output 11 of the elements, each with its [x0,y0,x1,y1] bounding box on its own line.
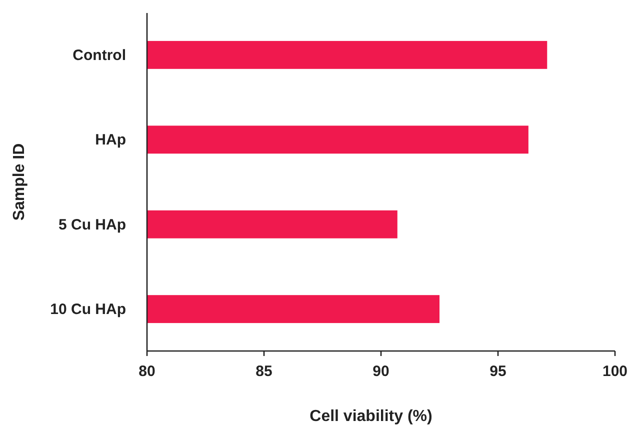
x-tick-label: 80 [138,363,156,380]
y-tick-label: 5 Cu HAp [58,216,126,234]
x-tick-label: 95 [490,363,506,380]
x-axis-title: Cell viability (%) [310,408,432,425]
x-tick-label: 100 [602,363,628,380]
y-axis-title: Sample ID [11,143,28,221]
x-tick-label: 90 [372,363,390,380]
y-tick-label: HAp [95,132,126,149]
x-tick-label: 85 [256,363,272,380]
y-tick-label: Control [72,46,126,64]
y-tick-label: 10 Cu HAp [50,301,126,318]
